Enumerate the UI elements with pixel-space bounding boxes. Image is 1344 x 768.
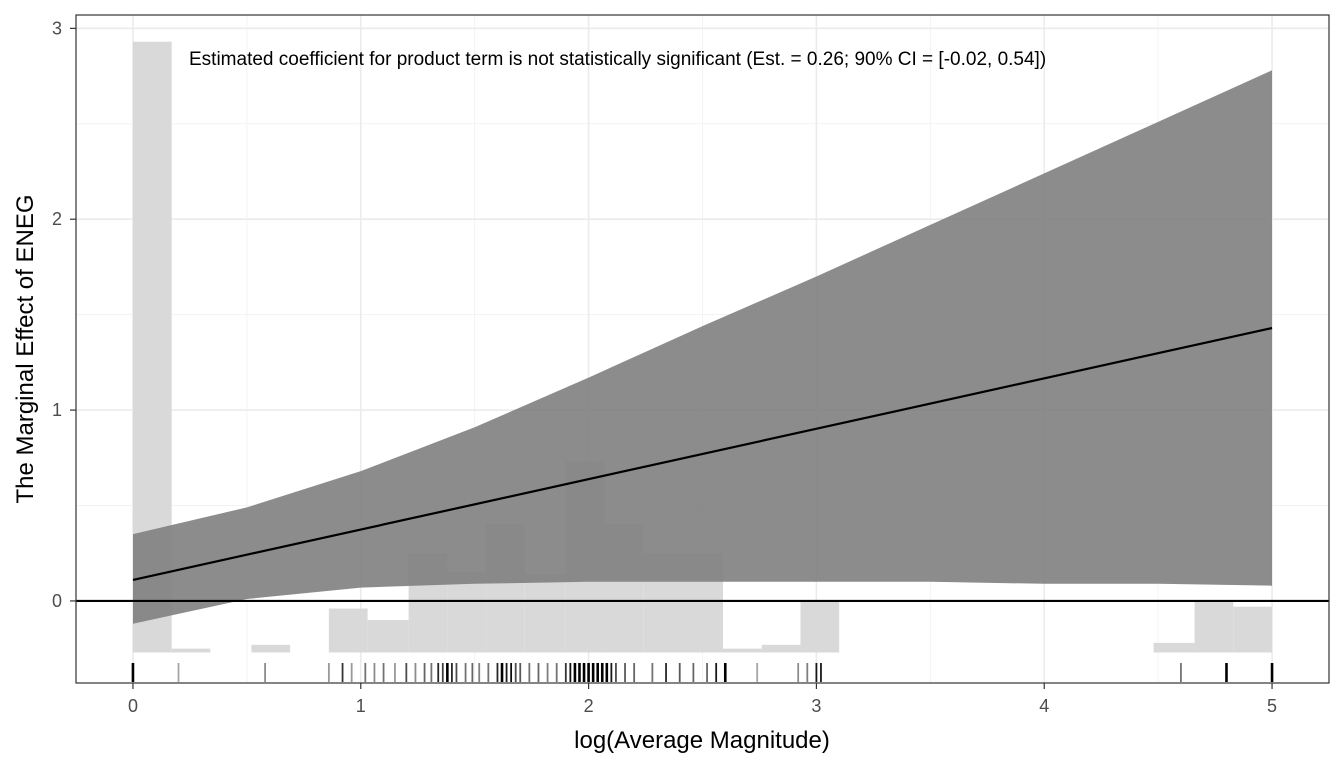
histogram-bar — [1153, 642, 1195, 653]
histogram-bar — [447, 572, 487, 653]
y-tick-label: 0 — [52, 591, 62, 611]
histogram-bar — [251, 644, 291, 653]
x-axis: 0 1 2 3 4 5 — [128, 683, 1277, 716]
x-tick-label: 3 — [811, 696, 821, 716]
x-tick-label: 4 — [1039, 696, 1049, 716]
histogram-bar — [328, 608, 368, 653]
confidence-band-layer — [133, 70, 1272, 624]
plot-panel-border — [75, 14, 1330, 684]
histogram-bar — [1233, 606, 1273, 653]
y-axis-title: The Marginal Effect of ENEG — [12, 194, 39, 503]
histogram-bar — [761, 644, 801, 653]
histogram-bar — [800, 600, 840, 653]
histogram-bar — [1194, 600, 1234, 653]
x-tick-label: 0 — [128, 696, 138, 716]
y-tick-label: 2 — [52, 209, 62, 229]
x-tick-label: 1 — [356, 696, 366, 716]
x-tick-label: 5 — [1267, 696, 1277, 716]
y-tick-label: 3 — [52, 18, 62, 38]
marginal-effect-layer — [76, 326, 1329, 603]
rug-marks — [131, 663, 1274, 682]
histogram-bar — [723, 648, 762, 653]
y-axis: 0 1 2 3 — [52, 18, 76, 611]
histogram-bar — [524, 574, 566, 653]
annotation-text: Estimated coefficient for product term i… — [189, 49, 1046, 70]
y-tick-label: 1 — [52, 400, 62, 420]
confidence-band — [133, 70, 1272, 624]
x-tick-label: 2 — [584, 696, 594, 716]
histogram-bar — [171, 648, 211, 653]
x-axis-title: log(Average Magnitude) — [574, 727, 830, 754]
histogram-bar — [367, 620, 409, 653]
marginal-effect-line — [132, 326, 1273, 581]
